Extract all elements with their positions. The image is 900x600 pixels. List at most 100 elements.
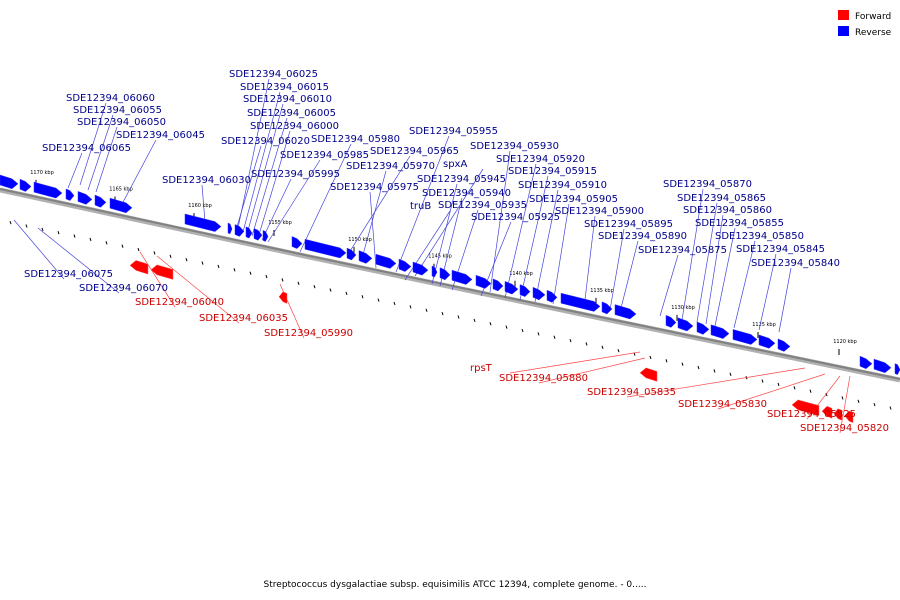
reverse-gene [710,324,730,339]
reverse-leader [67,152,83,189]
minor-tick [841,396,844,400]
reverse-gene-label: SDE12394_05915 [508,166,597,177]
reverse-gene [696,321,710,335]
scale-tick-label: 1165 kbp [109,186,133,192]
reverse-gene-label: SDE12394_05920 [496,154,585,165]
minor-tick [617,349,620,353]
forward-leader [538,357,646,384]
reverse-gene-label: SDE12394_05970 [346,161,435,172]
reverse-gene-label: SDE12394_05995 [251,169,340,180]
minor-tick [585,342,588,346]
reverse-gene [492,278,504,292]
backbone [0,187,900,383]
reverse-leader [414,168,484,277]
minor-ticks [9,220,892,410]
reverse-leader [696,202,718,323]
reverse-gene [412,261,429,276]
minor-tick [329,288,332,292]
minor-tick [409,305,412,309]
minor-tick [89,237,92,242]
forward-gene-label: rpsT [470,363,493,374]
minor-tick [457,315,460,319]
reverse-gene-label: SDE12394_06060 [66,93,155,104]
reverse-gene [245,226,253,239]
forward-leader [156,255,240,324]
forward-gene [639,367,658,382]
reverse-gene [732,329,758,345]
reverse-gene [614,304,637,320]
reverse-leader [237,78,270,229]
legend: Forward Reverse [838,10,892,38]
reverse-leader [705,214,724,325]
minor-tick [793,386,796,390]
forward-gene-label: SDE12394_05820 [800,423,889,434]
forward-gene-label: SDE12394_06035 [199,313,288,324]
minor-tick [857,399,860,403]
reverse-gene [665,314,677,328]
forward-gene [844,410,854,424]
reverse-gene [262,230,269,242]
minor-tick [73,234,76,238]
legend-reverse-label: Reverse [855,28,892,38]
minor-tick [505,325,508,329]
minor-tick [649,355,652,360]
minor-tick [761,379,764,383]
reverse-leader [681,188,704,321]
reverse-gene-label: spxA [443,159,467,170]
minor-tick [553,335,556,339]
reverse-leader [87,114,114,191]
forward-leader [139,251,176,308]
backbone-line [0,188,900,380]
reverse-leader [242,91,281,233]
forward-leader [626,367,806,398]
reverse-gene-label: SDE12394_06005 [247,108,336,119]
minor-tick [313,285,316,289]
minor-tick [521,328,524,333]
reverse-leader [346,155,411,257]
minor-tick [169,254,172,258]
reverse-gene [451,269,473,285]
reverse-gene-label: SDE12394_05850 [715,231,804,242]
reverse-gene-label: SDE12394_06065 [42,143,131,154]
forward-gene-label: SDE12394_06040 [135,297,224,308]
minor-tick [889,406,892,410]
minor-tick [569,338,572,343]
reverse-leader [659,254,679,317]
genes [0,174,900,424]
reverse-gene [398,258,412,272]
minor-tick [809,389,812,393]
scale-tick-label: 1135 kbp [590,288,614,294]
minor-tick [377,298,380,302]
legend-reverse-swatch [838,26,849,36]
minor-tick [25,224,28,228]
minor-tick [57,231,60,235]
reverse-leader [733,240,756,329]
reverse-leader [552,203,570,305]
reverse-gene [519,284,531,297]
scale-tick-label: 1160 kbp [188,203,212,209]
reverse-leader [431,183,458,285]
reverse-leader [251,117,288,237]
reverse-leader [95,126,118,193]
forward-gene [129,260,149,275]
reverse-gene-label: SDE12394_06020 [221,136,310,147]
reverse-leader [246,103,284,235]
reverse-gene [253,228,263,241]
minor-tick [137,247,140,252]
scale-tick-label: 1130 kbp [671,305,695,311]
reverse-gene-label: SDE12394_06000 [250,121,339,132]
reverse-gene [33,181,63,199]
reverse-gene-label: SDE12394_05860 [683,205,772,216]
minor-tick [713,369,716,373]
reverse-gene [358,250,373,264]
reverse-gene-label: SDE12394_05910 [518,180,607,191]
label-leaders [13,78,851,434]
reverse-gene-label: SDE12394_05895 [584,219,673,230]
reverse-gene [894,363,900,375]
reverse-leader [261,178,292,241]
minor-tick [281,278,284,282]
minor-tick [425,308,428,312]
reverse-gene-label: SDE12394_05900 [555,206,644,217]
reverse-gene-label: SDE12394_05870 [663,179,752,190]
minor-tick [345,291,348,296]
